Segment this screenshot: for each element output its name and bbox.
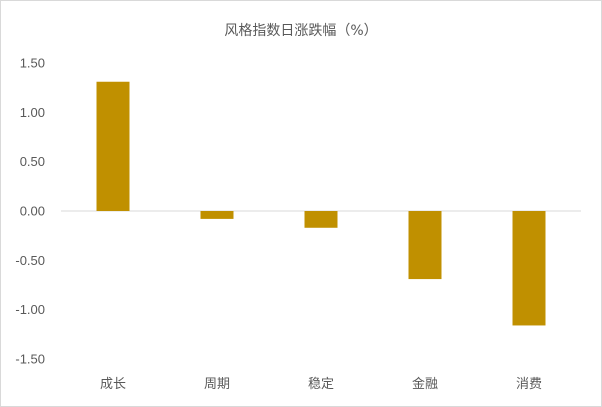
x-category-label: 稳定 [308,376,334,392]
y-tick-label: 0.50 [20,154,45,169]
y-tick-label: 1.50 [20,56,45,71]
x-category-label: 周期 [204,377,230,392]
bar [512,211,546,326]
bars-group [96,81,546,326]
x-category-label: 消费 [516,377,542,392]
x-category-label: 成长 [100,377,126,392]
y-tick-label: 0.00 [20,204,45,219]
y-tick-label: -0.50 [15,253,45,268]
bar [408,211,442,280]
y-tick-label: 1.00 [20,105,45,120]
bar [200,211,234,219]
y-tick-label: -1.00 [15,302,45,317]
bar [96,81,130,211]
chart-title: 风格指数日涨跌幅（%） [224,23,377,39]
bar [304,211,338,228]
x-category-label: 金融 [412,376,438,392]
y-axis-ticks: 1.50 1.00 0.50 0.00 -0.50 -1.00 -1.50 [15,56,45,367]
category-labels: 成长 周期 稳定 金融 消费 [100,376,542,392]
y-tick-label: -1.50 [15,352,45,367]
